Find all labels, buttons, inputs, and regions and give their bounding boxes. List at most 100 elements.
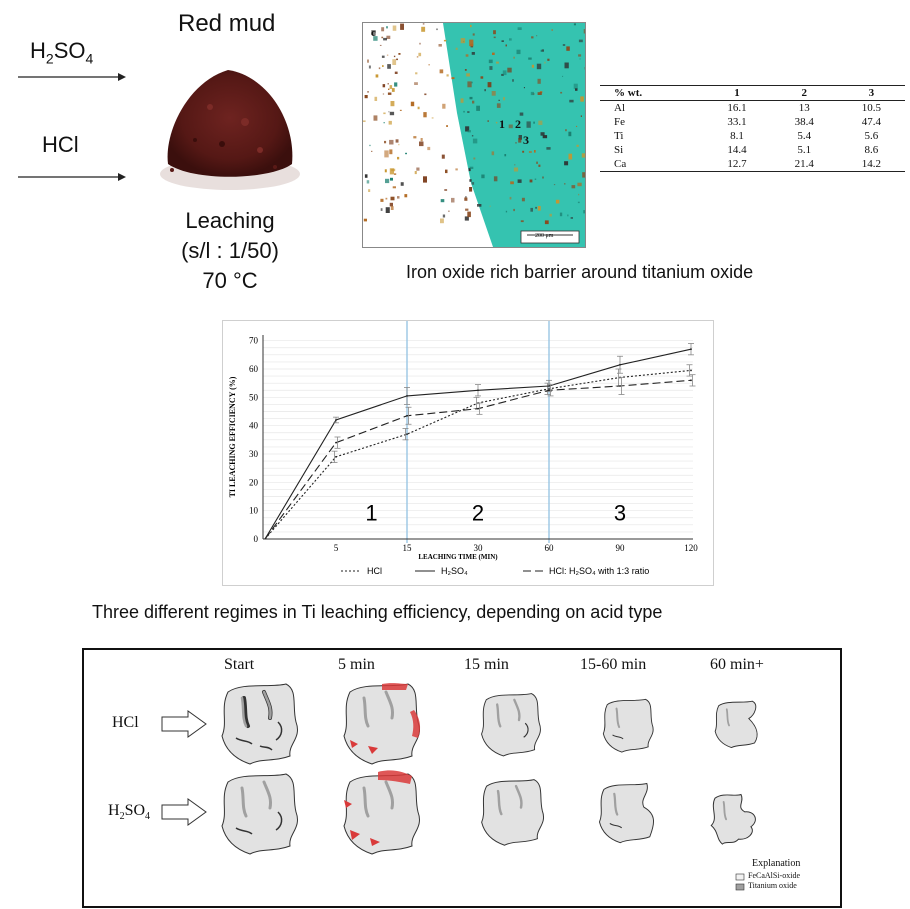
particle-hcl-60min-plus <box>714 700 758 749</box>
table-header: 3 <box>837 85 905 101</box>
data-point <box>335 455 337 458</box>
micrograph-point-2: 2 <box>515 117 521 131</box>
explanation-title: Explanation <box>752 858 801 869</box>
table-cell: 16.1 <box>727 102 747 114</box>
table-row: Fe 33.1 38.4 47.4 <box>600 115 905 129</box>
table-cell: 33.1 <box>727 116 747 128</box>
explanation-item-oxide: FeCaAlSi-oxide <box>748 871 800 880</box>
stage-label-5min: 5 min <box>338 656 375 673</box>
data-point <box>477 407 479 410</box>
ti-leaching-chart: 0 10 20 30 40 50 60 70 5 15 30 60 90 120 LEACHING TIME… <box>228 315 698 576</box>
y-tick-label: 20 <box>249 477 259 487</box>
table-cell: 21.4 <box>770 157 838 172</box>
stage-label-15-60min: 15-60 min <box>580 656 647 673</box>
x-tick-label: 120 <box>684 543 698 553</box>
particle-hcl-5min <box>343 683 421 765</box>
table-cell: 5.6 <box>864 130 879 142</box>
table-header: 1 <box>703 85 771 101</box>
stage-label-60min-plus: 60 min+ <box>710 656 764 673</box>
table-header: 2 <box>770 85 838 101</box>
table-cell: Si <box>614 144 624 156</box>
stage-label-start: Start <box>224 656 255 673</box>
y-tick-label: 50 <box>249 392 259 402</box>
table-row: Ca 12.7 21.4 14.2 <box>600 157 905 172</box>
y-tick-label: 10 <box>249 506 259 516</box>
table-cell: 14.2 <box>837 157 905 172</box>
table-cell: Ca <box>600 157 704 172</box>
particle-h2so4-start <box>221 773 298 855</box>
data-point <box>619 385 621 387</box>
table-cell: 5.1 <box>797 144 812 156</box>
table-cell: 12.7 <box>703 157 771 172</box>
row-label-h2so4: H2SO4 <box>108 802 151 823</box>
legend-label-2: HCl: H₂SO₄ with 1:3 ratio <box>549 566 649 576</box>
data-point <box>548 385 550 387</box>
table-cell: 8.1 <box>730 130 744 142</box>
data-point <box>406 395 408 397</box>
data-point <box>690 379 692 382</box>
composition-table: % wt. 1 2 3 Al 16.1 13 10.5 Fe 33.1 38.4… <box>600 85 905 172</box>
particle-h2so4-5min <box>343 770 420 855</box>
sem-micrograph: c 1 2 3 200 μm <box>362 22 586 248</box>
particle-hcl-start <box>221 683 298 765</box>
table-cell: Ti <box>614 130 624 142</box>
micrograph-point-1: 1 <box>499 117 505 131</box>
particle-hcl-15-60min <box>602 698 654 753</box>
mechanism-particles <box>161 683 758 891</box>
composition-table-wrapper: % wt. 1 2 3 Al 16.1 13 10.5 Fe 33.1 38.4… <box>600 85 905 172</box>
x-tick-label: 15 <box>403 543 413 553</box>
data-point <box>406 433 408 436</box>
table-cell: 47.4 <box>861 116 882 128</box>
arrow-icon <box>161 710 207 738</box>
micrograph-caption: Iron oxide rich barrier around titanium … <box>406 262 754 282</box>
table-cell: 13 <box>798 102 810 114</box>
legend-swatch-oxide <box>735 873 745 881</box>
legend-label-0: HCl <box>367 566 382 576</box>
table-header: % wt. <box>600 85 704 101</box>
y-tick-label: 0 <box>254 534 259 544</box>
data-point <box>406 414 408 417</box>
data-point <box>690 369 692 372</box>
x-tick-label: 60 <box>545 543 555 553</box>
legend-label-1: H₂SO₄ <box>441 566 468 576</box>
table-cell: 10.5 <box>861 102 882 114</box>
chart-caption: Three different regimes in Ti leaching e… <box>92 602 663 622</box>
explanation-item-titanium: Titanium oxide <box>748 881 797 890</box>
arrow-h2so4 <box>18 73 126 81</box>
regime-label: 3 <box>614 501 626 526</box>
table-row: Ti 8.1 5.4 5.6 <box>600 129 905 143</box>
particle-h2so4-15-60min <box>598 782 654 844</box>
arrow-icon <box>161 798 207 826</box>
table-cell: 38.4 <box>794 116 814 128</box>
data-point <box>548 389 550 392</box>
acid-label-hcl: HCl <box>42 132 79 157</box>
regime-label: 2 <box>472 501 484 526</box>
table-cell: Fe <box>614 116 625 128</box>
data-point <box>477 389 479 392</box>
micrograph-panel-letter: c <box>371 27 376 39</box>
x-axis-title: LEACHING TIME (MIN) <box>418 553 498 561</box>
data-point <box>690 348 692 351</box>
x-tick-label: 90 <box>616 543 626 553</box>
chart-frame: 0 10 20 30 40 50 60 70 5 15 30 60 90 120 LEACHING TIME… <box>222 315 714 586</box>
arrow-hcl <box>18 173 126 181</box>
x-tick-label: 5 <box>334 543 339 553</box>
y-tick-label: 30 <box>249 449 259 459</box>
legend-swatch-titanium <box>735 883 745 891</box>
y-axis-title: TI LEACHING EFFICIENCY (%) <box>228 376 237 497</box>
y-tick-label: 40 <box>249 421 259 431</box>
micrograph-scale-bar: 200 μm <box>535 233 554 239</box>
table-cell: 5.4 <box>797 130 812 142</box>
table-row: Si 14.4 5.1 8.6 <box>600 143 905 157</box>
micrograph-point-3: 3 <box>523 133 529 147</box>
data-point <box>335 441 337 444</box>
red-mud-powder-image <box>160 70 300 190</box>
x-tick-label: 30 <box>474 543 484 553</box>
mechanism-scheme: Start 5 min 15 min 15-60 min 60 min+ HCl… <box>82 648 842 908</box>
y-tick-label: 60 <box>249 364 259 374</box>
stage-label-15min: 15 min <box>464 656 509 673</box>
table-cell: 14.4 <box>727 144 747 156</box>
table-row: Al 16.1 13 10.5 <box>600 101 905 116</box>
acid-label-h2so4: H2SO4 <box>30 38 94 67</box>
red-mud-title: Red mud <box>178 10 276 37</box>
